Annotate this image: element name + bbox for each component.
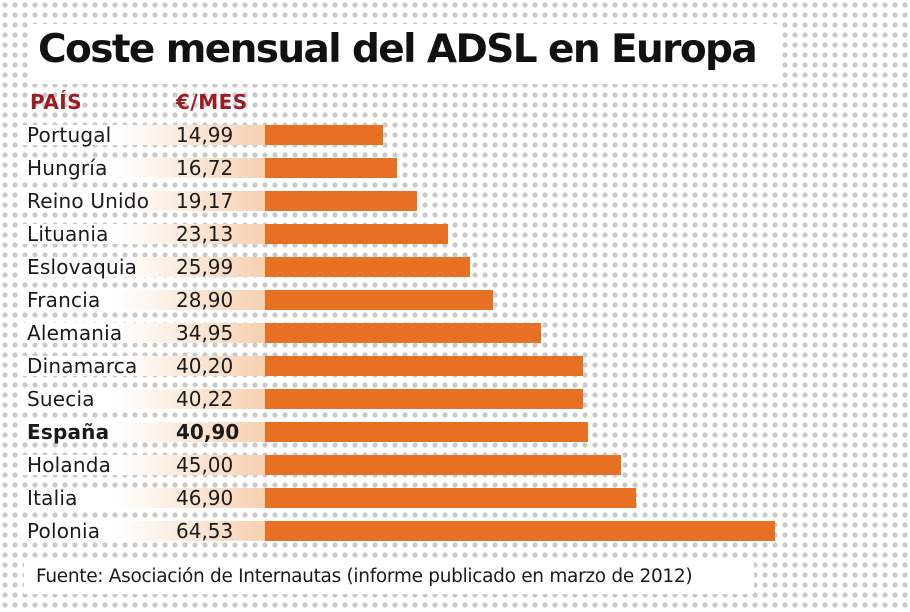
bar: [265, 257, 470, 277]
source-note: Fuente: Asociación de Internautas (infor…: [36, 566, 693, 587]
data-label: 40,20: [176, 354, 234, 378]
bar: [265, 290, 493, 310]
category-label: Francia: [27, 288, 101, 312]
bar-row: Reino Unido 19,17: [22, 188, 782, 214]
category-label: Dinamarca: [27, 354, 138, 378]
row-label-band: [22, 455, 270, 475]
row-label-band: [22, 125, 270, 145]
bar-row: Eslovaquia 25,99: [22, 254, 782, 280]
row-label-band: [22, 323, 270, 343]
bar: [265, 455, 621, 475]
bar-row: Holanda 45,00: [22, 452, 782, 478]
bar-row: Italia 46,90: [22, 485, 782, 511]
category-label: Portugal: [27, 123, 112, 147]
bar: [265, 521, 775, 541]
bar-row: Francia 28,90: [22, 287, 782, 313]
row-label-band: [22, 356, 270, 376]
data-label: 19,17: [176, 189, 234, 213]
bar-row: Polonia 64,53: [22, 518, 782, 544]
bar-row: Lituania 23,13: [22, 221, 782, 247]
data-label: 40,90: [176, 420, 240, 444]
bar: [265, 488, 636, 508]
data-label: 34,95: [176, 321, 234, 345]
row-label-band: [22, 521, 270, 541]
data-label: 16,72: [176, 156, 234, 180]
category-label: Alemania: [27, 321, 123, 345]
bar: [265, 356, 583, 376]
data-label: 45,00: [176, 453, 234, 477]
category-label: Polonia: [27, 519, 101, 543]
row-label-band: [22, 158, 270, 178]
row-label-band: [22, 389, 270, 409]
bar: [265, 224, 448, 244]
category-label: Holanda: [27, 453, 112, 477]
data-label: 64,53: [176, 519, 234, 543]
data-label: 46,90: [176, 486, 234, 510]
bar: [265, 125, 383, 145]
data-label: 25,99: [176, 255, 234, 279]
bar-row: Suecia 40,22: [22, 386, 782, 412]
bar: [265, 158, 397, 178]
row-label-band: [22, 224, 270, 244]
country-column-header: PAÍS: [30, 90, 83, 114]
source-background: [24, 562, 754, 594]
row-label-band: [22, 488, 270, 508]
data-label: 14,99: [176, 123, 234, 147]
row-label-band: [22, 290, 270, 310]
bar-row: Dinamarca 40,20: [22, 353, 782, 379]
bar: [265, 323, 541, 343]
row-label-band: [22, 422, 270, 442]
bar: [265, 422, 588, 442]
bar-row: Portugal 14,99: [22, 122, 782, 148]
category-label: Suecia: [27, 387, 95, 411]
bar: [265, 389, 583, 409]
data-label: 28,90: [176, 288, 234, 312]
category-label: España: [27, 420, 110, 444]
category-label: Italia: [27, 486, 78, 510]
category-label: Reino Unido: [27, 189, 150, 213]
bar-row: España 40,90: [22, 419, 782, 445]
data-label: 23,13: [176, 222, 234, 246]
category-label: Lituania: [27, 222, 109, 246]
chart-title: Coste mensual del ADSL en Europa: [38, 27, 758, 72]
bar: [265, 191, 417, 211]
value-column-header: €/MES: [176, 90, 248, 114]
bar-row: Hungría 16,72: [22, 155, 782, 181]
data-label: 40,22: [176, 387, 234, 411]
category-label: Hungría: [27, 156, 108, 180]
bar-row: Alemania 34,95: [22, 320, 782, 346]
title-background: [30, 24, 782, 84]
category-label: Eslovaquia: [27, 255, 138, 279]
row-label-band: [22, 191, 270, 211]
row-label-band: [22, 257, 270, 277]
